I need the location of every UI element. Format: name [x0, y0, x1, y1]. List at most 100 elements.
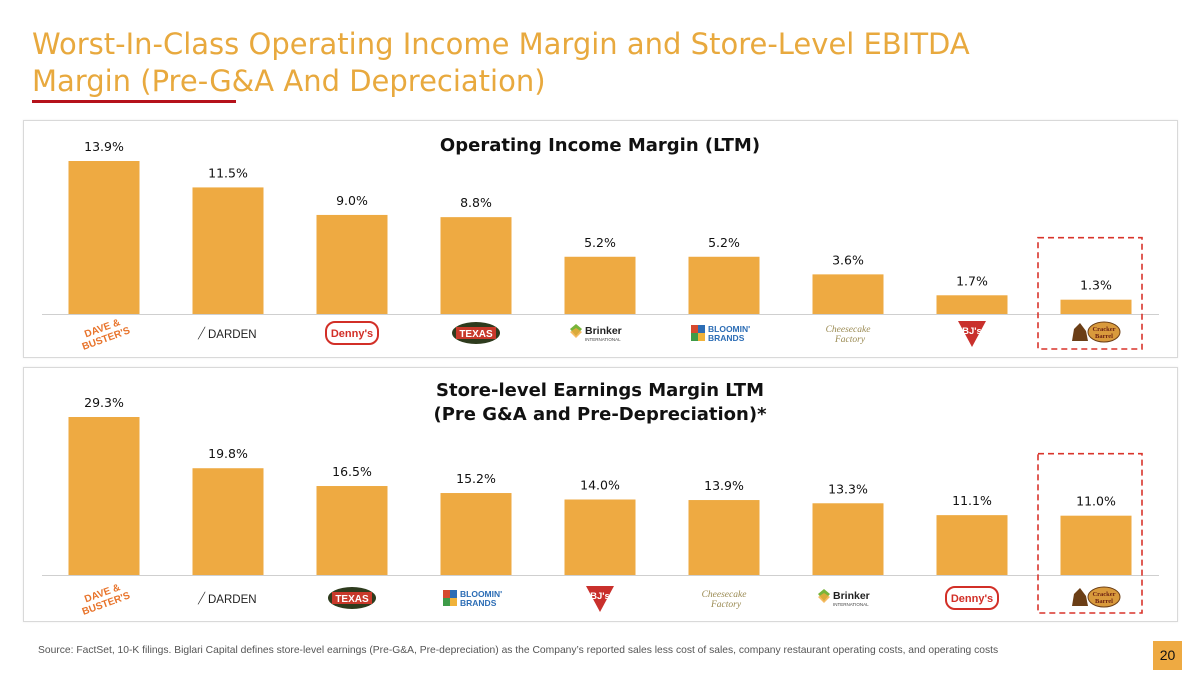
bjs-logo: BJ's — [958, 321, 986, 347]
bar-value-label: 11.5% — [208, 165, 248, 180]
bar — [440, 217, 512, 314]
bar — [1060, 515, 1132, 575]
bar-value-label: 13.3% — [828, 481, 868, 496]
logo-text: Cheesecake — [702, 590, 747, 600]
slide-title: Worst-In-Class Operating Income Margin a… — [32, 27, 970, 98]
page-number: 20 — [1153, 641, 1182, 670]
bar — [688, 500, 760, 575]
bar — [812, 503, 884, 575]
logo-text: INTERNATIONAL — [833, 602, 869, 607]
chart-title: (Pre G&A and Pre-Depreciation)* — [434, 404, 768, 425]
logo-text: BLOOMIN' — [708, 324, 750, 334]
bar — [936, 515, 1008, 575]
bar — [1060, 299, 1132, 314]
logo-shape — [945, 586, 999, 610]
bar-value-label: 11.1% — [952, 493, 992, 508]
logo-shape — [325, 321, 379, 345]
bar-value-label: 14.0% — [580, 478, 620, 493]
logo-text: ⧸ — [197, 325, 206, 341]
logo-text: Brinker — [833, 590, 870, 602]
logo-shape — [443, 590, 450, 598]
logo-shape — [1087, 321, 1121, 343]
logo-text: BLOOMIN' — [460, 589, 502, 599]
logo-shape — [698, 325, 705, 333]
operating-income-chart: Operating Income Margin (LTM) 13.9% DAVE &… — [42, 135, 1159, 353]
chart-title: Operating Income Margin (LTM) — [440, 135, 760, 156]
texas-roadhouse-logo: TEXAS — [328, 587, 376, 609]
logo-shape — [443, 598, 450, 606]
logo-shape — [691, 325, 698, 333]
bar — [812, 274, 884, 314]
store-level-earnings-chart-panel: Store-level Earnings Margin LTM (Pre G&A … — [23, 367, 1178, 622]
logo-text: Factory — [834, 335, 866, 345]
logo-text: BJ's — [962, 326, 982, 337]
bar-value-label: 3.6% — [832, 252, 864, 267]
darden-logo: ⧸ DARDEN — [197, 590, 257, 606]
highlight-box — [1037, 452, 1143, 614]
bar-value-label: 16.5% — [332, 464, 372, 479]
bar — [440, 493, 512, 575]
bar — [564, 256, 636, 314]
bar-value-label: 15.2% — [456, 471, 496, 486]
logo-text: BRANDS — [708, 333, 745, 343]
bar-value-label: 5.2% — [708, 235, 740, 250]
highlight-box — [1037, 236, 1143, 350]
bar-value-label: 5.2% — [584, 235, 616, 250]
bar-value-label: 19.8% — [208, 446, 248, 461]
logo-shape — [450, 590, 457, 598]
logo-text: TEXAS — [335, 594, 369, 605]
bloomin-logo: BLOOMIN'BRANDS — [443, 589, 502, 608]
bar-value-label: 29.3% — [84, 395, 124, 410]
operating-income-chart-panel: Operating Income Margin (LTM) 13.9% DAVE &… — [23, 120, 1178, 358]
logo-text: Brinker — [585, 325, 622, 337]
bar — [564, 499, 636, 575]
logo-shape — [450, 598, 457, 606]
bjs-logo: BJ's — [586, 586, 614, 612]
bar-value-label: 9.0% — [336, 193, 368, 208]
bar-value-label: 13.9% — [704, 478, 744, 493]
title-accent-rule — [32, 100, 236, 103]
logo-text: INTERNATIONAL — [585, 337, 621, 342]
bar — [936, 295, 1008, 314]
logo-shape — [1072, 323, 1088, 341]
bar-value-label: 8.8% — [460, 195, 492, 210]
bar — [316, 214, 388, 314]
logo-text: BRANDS — [460, 598, 497, 608]
dennys-logo: Denny's — [945, 586, 999, 610]
logo-text: Denny's — [331, 328, 373, 340]
logo-text: ⧸ — [197, 590, 206, 606]
source-footnote: Source: FactSet, 10-K filings. Biglari C… — [38, 645, 999, 656]
darden-logo: ⧸ DARDEN — [197, 325, 257, 341]
logo-text: Cracker — [1092, 326, 1115, 333]
logo-shape — [1087, 586, 1121, 608]
logo-shape — [958, 321, 986, 347]
logo-text: Denny's — [951, 593, 993, 605]
dave-busters-logo: DAVE &BUSTER'S — [81, 582, 132, 618]
logo-text: Barrel — [1095, 333, 1113, 340]
logo-shape — [1072, 588, 1088, 606]
bar-value-label: 11.0% — [1076, 494, 1116, 509]
bloomin-logo: BLOOMIN'BRANDS — [691, 324, 750, 343]
dennys-logo: Denny's — [325, 321, 379, 345]
logo-shape — [698, 333, 705, 341]
logo-shape — [570, 328, 582, 338]
bar — [316, 486, 388, 575]
logo-text: TEXAS — [459, 329, 493, 340]
bar — [68, 417, 140, 575]
bar-value-label: 1.7% — [956, 273, 988, 288]
store-level-earnings-chart: Store-level Earnings Margin LTM (Pre G&A … — [42, 380, 1159, 618]
bar-value-label: 1.3% — [1080, 278, 1112, 293]
texas-roadhouse-logo: TEXAS — [452, 322, 500, 344]
logo-text: Factory — [710, 600, 742, 610]
logo-shape — [456, 327, 496, 339]
logo-text: Cracker — [1092, 591, 1115, 598]
logo-shape — [586, 586, 614, 612]
dave-busters-logo: DAVE &BUSTER'S — [81, 317, 132, 353]
logo-shape — [691, 333, 698, 341]
